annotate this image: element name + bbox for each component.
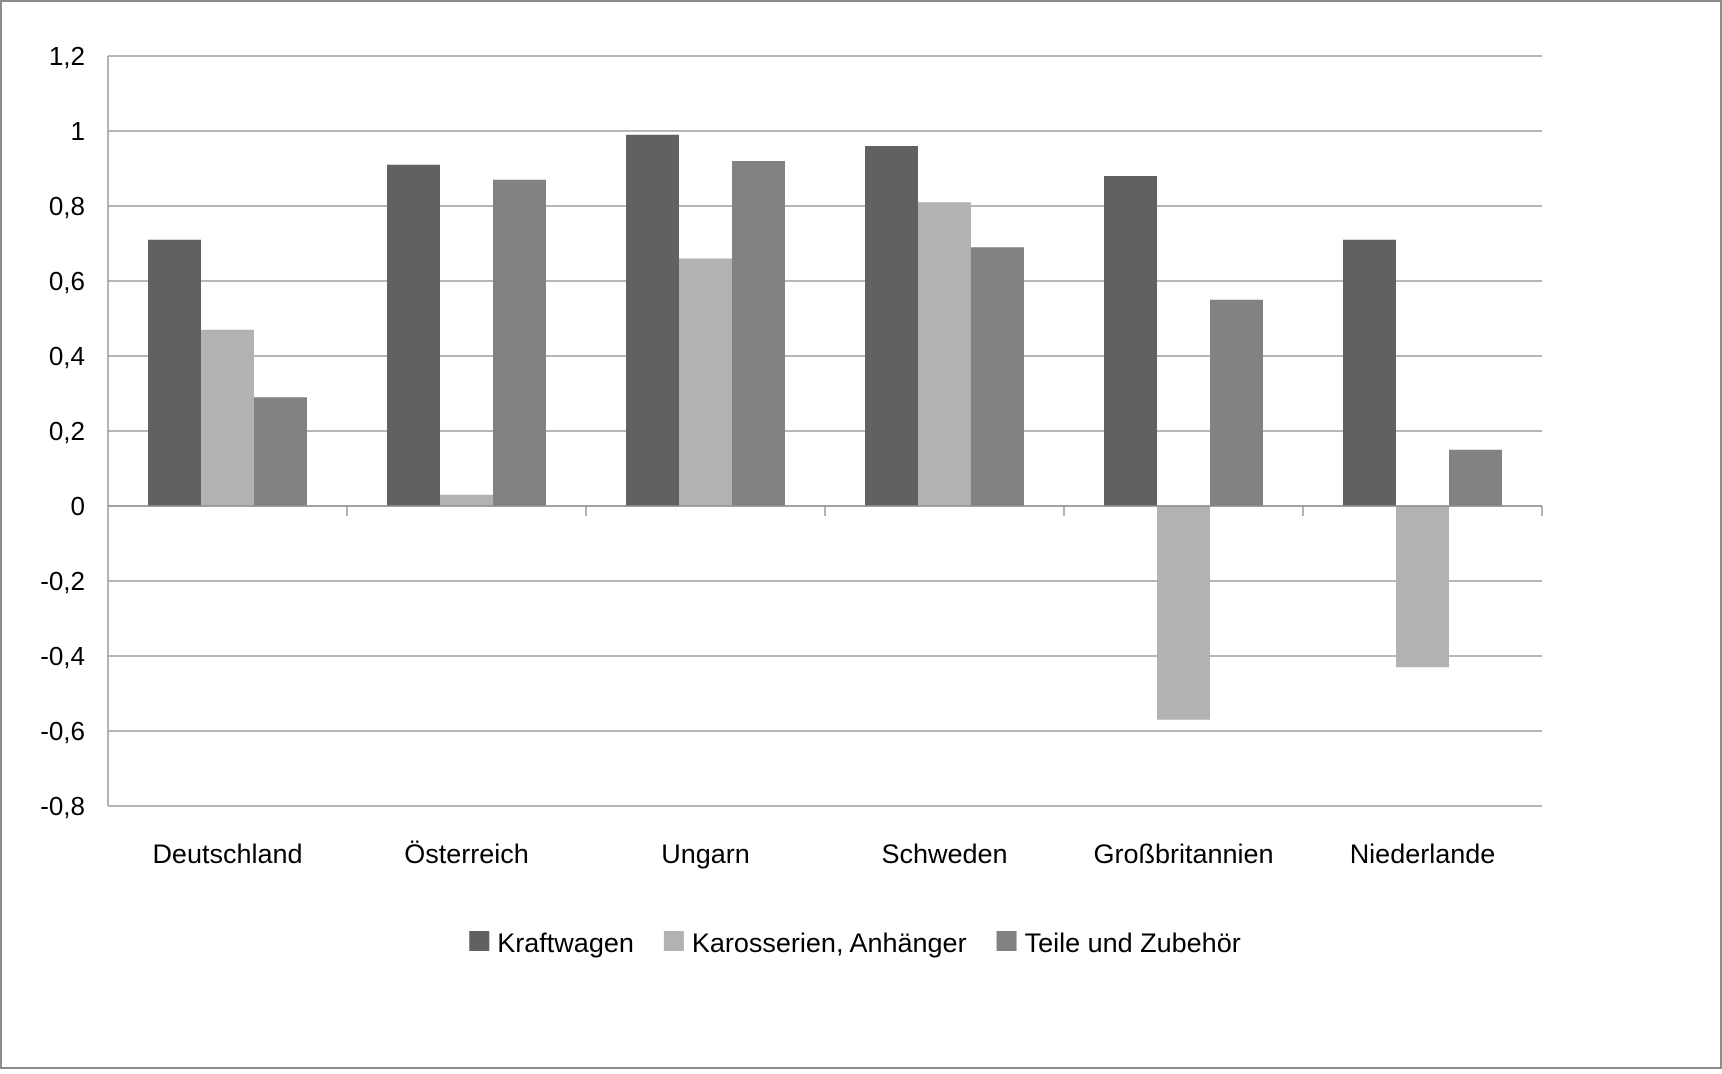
y-tick-label: 0 (71, 491, 85, 521)
x-axis-labels: Deutschland Österreich Ungarn Schweden Großb… (152, 839, 1495, 869)
y-tick-label: 0,4 (49, 341, 85, 371)
y-tick-label: 0,6 (49, 266, 85, 296)
x-category-label: Deutschland (152, 839, 302, 869)
y-tick-label: -0,2 (40, 566, 85, 596)
x-category-label: Schweden (881, 839, 1007, 869)
legend-swatch (469, 931, 490, 951)
x-category-label: Österreich (404, 839, 529, 869)
axes (107, 56, 1543, 806)
legend: Kraftwagen Karosserien, Anhänger Teile und… (469, 928, 1241, 958)
bar-3-6 (1449, 449, 1502, 506)
y-tick-label: 1 (71, 116, 85, 146)
bar-1-4 (865, 146, 918, 506)
legend-item: Teile und Zubehör (996, 928, 1241, 958)
legend-label: Karosserien, Anhänger (692, 928, 967, 958)
y-tick-label: 1,2 (49, 41, 85, 71)
legend-swatch (996, 931, 1017, 951)
y-tick-label: 0,8 (49, 191, 85, 221)
legend-label: Teile und Zubehör (1025, 928, 1241, 958)
bar-3-3 (732, 161, 785, 506)
bar-2-4 (918, 202, 971, 506)
legend-item: Karosserien, Anhänger (663, 928, 967, 958)
bar-1-6 (1343, 239, 1396, 506)
y-tick-label: -0,6 (40, 716, 85, 746)
legend-swatch (663, 931, 684, 951)
bar-2-1 (201, 329, 254, 506)
y-tick-label: -0,8 (40, 791, 85, 821)
x-category-label: Niederlande (1350, 839, 1496, 869)
y-axis-ticks: 1,2 1 0,8 0,6 0,4 0,2 0 -0,2 -0,4 -0,6 -0,8 (40, 41, 85, 821)
x-category-label: Ungarn (661, 839, 750, 869)
y-tick-label: -0,4 (40, 641, 85, 671)
bar-2-2 (440, 494, 493, 506)
bar-1-2 (387, 164, 440, 506)
bar-3-4 (971, 247, 1024, 506)
bar-3-1 (254, 397, 307, 506)
bar-2-3 (679, 258, 732, 506)
bar-1-3 (626, 134, 679, 506)
legend-item: Kraftwagen (469, 928, 634, 958)
x-category-label: Großbritannien (1093, 839, 1273, 869)
bar-3-2 (493, 179, 546, 506)
bar-2-6 (1396, 506, 1449, 668)
bar-3-5 (1210, 299, 1263, 506)
bar-2-5 (1157, 506, 1210, 720)
bar-1-1 (148, 239, 201, 506)
bars (148, 134, 1502, 720)
bar-1-5 (1104, 176, 1157, 506)
y-tick-label: 0,2 (49, 416, 85, 446)
legend-label: Kraftwagen (497, 928, 634, 958)
